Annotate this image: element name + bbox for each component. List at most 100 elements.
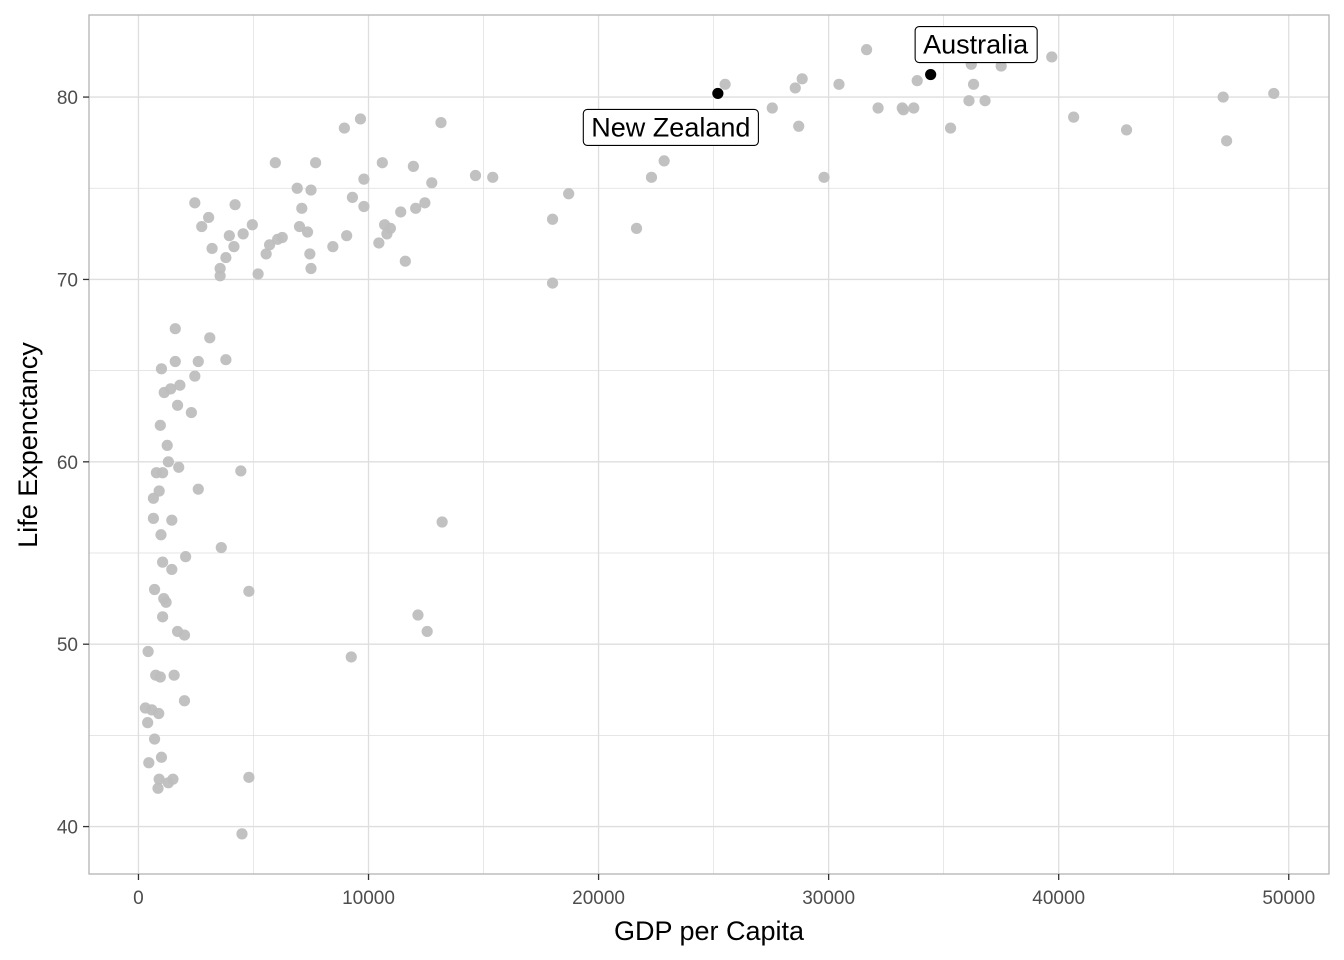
x-tick-label: 30000 [802, 888, 855, 909]
x-tick-label: 50000 [1262, 888, 1315, 909]
point-label-box [914, 25, 1038, 64]
data-point [153, 707, 165, 720]
data-point [1217, 91, 1229, 103]
data-point [269, 157, 281, 169]
data-point [911, 75, 923, 87]
data-point [301, 226, 314, 238]
data-point [908, 102, 920, 114]
data-point [252, 268, 264, 280]
data-point [419, 197, 431, 209]
data-point [487, 171, 499, 183]
y-tick-label: 40 [57, 818, 78, 839]
data-point [963, 95, 975, 107]
data-point [296, 202, 308, 214]
data-point [645, 171, 658, 183]
data-point [354, 113, 367, 125]
data-point [345, 651, 357, 663]
data-point [358, 200, 370, 213]
data-point [407, 160, 419, 172]
data-point [166, 514, 178, 526]
data-point [305, 184, 317, 196]
data-point [546, 277, 559, 289]
data-point [243, 585, 255, 597]
data-point [180, 551, 192, 563]
data-point [796, 73, 808, 85]
data-point [215, 541, 227, 554]
data-point [153, 773, 165, 785]
data-point [630, 222, 643, 234]
data-points [139, 44, 1280, 840]
data-point [147, 512, 160, 524]
y-tick-label: 60 [57, 453, 78, 474]
data-point [169, 355, 181, 368]
data-point [189, 370, 201, 382]
data-point [833, 78, 845, 90]
data-point [143, 757, 155, 769]
data-point [168, 669, 180, 681]
data-point [154, 419, 166, 431]
axes: 0 10000 20000 30000 40000 50000 40 50 60 70 80 [57, 88, 1315, 909]
data-point [358, 173, 370, 185]
data-point [167, 773, 179, 785]
data-point [152, 782, 164, 794]
data-point [436, 516, 448, 528]
data-point [376, 157, 388, 169]
x-tick-label: 0 [133, 888, 144, 909]
data-point [766, 102, 778, 114]
data-point [204, 332, 216, 344]
y-tick-label: 80 [57, 88, 78, 109]
data-point [155, 751, 168, 763]
data-point [165, 383, 177, 395]
data-point [171, 399, 184, 411]
plot-panel-border [88, 14, 1330, 875]
data-point [169, 323, 181, 335]
data-point [658, 155, 670, 167]
data-point [1268, 87, 1280, 100]
data-point [412, 609, 424, 621]
data-point [546, 213, 559, 225]
data-point [1120, 124, 1133, 136]
data-point [185, 406, 197, 419]
data-point [291, 182, 303, 194]
data-point [395, 206, 407, 218]
data-point [1046, 51, 1058, 63]
data-point [979, 95, 991, 107]
data-point [236, 828, 248, 840]
data-point [872, 102, 884, 114]
data-point [142, 645, 154, 658]
point-label: New Zealand [591, 112, 750, 142]
data-point [178, 695, 191, 707]
data-point [178, 629, 191, 641]
data-point [293, 220, 306, 233]
data-point [157, 467, 169, 479]
data-point [995, 60, 1007, 72]
data-point [148, 583, 161, 596]
data-point [220, 354, 232, 366]
data-point [435, 117, 447, 129]
data-point [384, 222, 396, 234]
data-point [196, 220, 208, 233]
data-point [203, 211, 215, 224]
data-point [818, 171, 830, 183]
data-point [161, 439, 173, 452]
data-point [154, 671, 166, 683]
data-point [1221, 135, 1233, 147]
data-point [153, 485, 165, 497]
data-point [897, 104, 909, 116]
data-point [157, 556, 169, 568]
data-point [243, 771, 255, 783]
data-point [206, 242, 218, 255]
x-tick-label: 20000 [572, 888, 625, 909]
y-tick-label: 50 [57, 635, 78, 656]
data-point [1068, 111, 1080, 123]
data-point [305, 262, 317, 275]
data-point [310, 157, 322, 169]
y-tick-label: 70 [57, 270, 78, 291]
data-point [341, 230, 353, 242]
data-point [173, 461, 185, 473]
data-point [192, 483, 204, 495]
data-point [793, 120, 805, 132]
x-axis-title: GDP per Capita [614, 916, 805, 946]
data-point [160, 596, 172, 608]
data-point [157, 611, 169, 623]
